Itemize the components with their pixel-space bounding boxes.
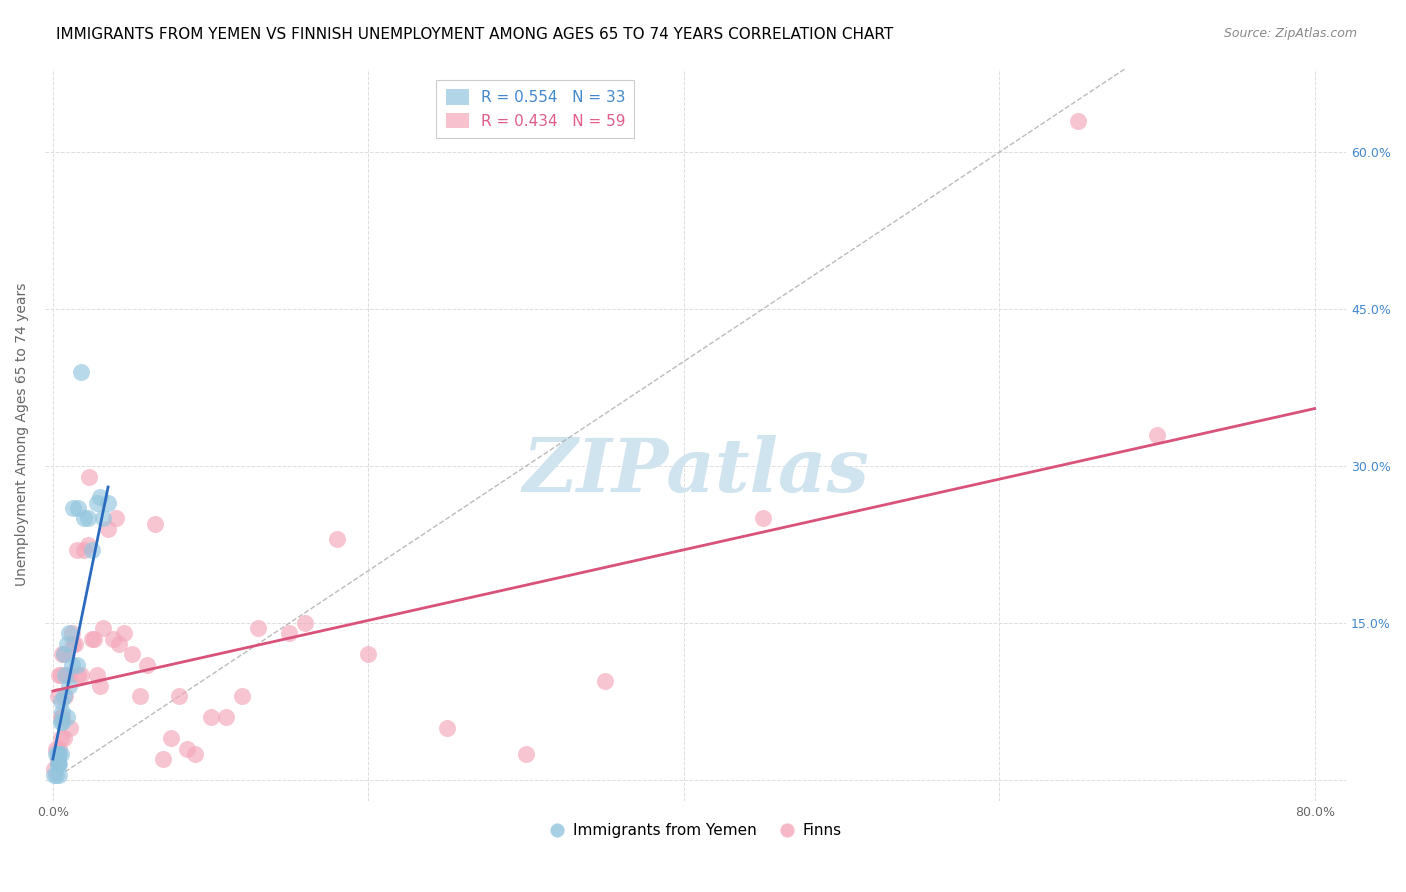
Immigrants from Yemen — [67, 500, 90, 515]
Finns — [152, 752, 174, 766]
Immigrants from Yemen — [70, 365, 93, 379]
Finns — [44, 763, 66, 777]
Finns — [200, 710, 222, 724]
Finns — [73, 542, 96, 557]
Finns — [751, 511, 773, 525]
Immigrants from Yemen — [46, 757, 69, 772]
Finns — [60, 626, 83, 640]
Finns — [56, 668, 79, 682]
Immigrants from Yemen — [48, 768, 70, 782]
Finns — [104, 511, 127, 525]
Finns — [76, 537, 98, 551]
Finns — [46, 752, 69, 766]
Finns — [101, 632, 124, 646]
Immigrants from Yemen — [46, 757, 69, 772]
Finns — [49, 710, 72, 724]
Immigrants from Yemen — [62, 500, 84, 515]
Finns — [246, 621, 269, 635]
Finns — [48, 668, 70, 682]
Finns — [515, 747, 537, 761]
Finns — [136, 657, 159, 672]
Immigrants from Yemen — [51, 705, 73, 719]
Finns — [593, 673, 616, 688]
Finns — [176, 741, 198, 756]
Immigrants from Yemen — [89, 491, 111, 505]
Immigrants from Yemen — [55, 668, 77, 682]
Finns — [231, 690, 253, 704]
Finns — [65, 542, 87, 557]
Finns — [326, 533, 349, 547]
Finns — [58, 668, 80, 682]
Y-axis label: Unemployment Among Ages 65 to 74 years: Unemployment Among Ages 65 to 74 years — [15, 283, 30, 586]
Finns — [89, 679, 111, 693]
Immigrants from Yemen — [49, 694, 72, 708]
Finns — [49, 731, 72, 745]
Finns — [51, 710, 73, 724]
Text: IMMIGRANTS FROM YEMEN VS FINNISH UNEMPLOYMENT AMONG AGES 65 TO 74 YEARS CORRELAT: IMMIGRANTS FROM YEMEN VS FINNISH UNEMPLO… — [56, 27, 893, 42]
Immigrants from Yemen — [73, 511, 96, 525]
Immigrants from Yemen — [46, 747, 69, 761]
Finns — [294, 615, 316, 630]
Immigrants from Yemen — [45, 768, 67, 782]
Finns — [108, 637, 131, 651]
Finns — [52, 648, 75, 662]
Immigrants from Yemen — [56, 710, 79, 724]
Text: Source: ZipAtlas.com: Source: ZipAtlas.com — [1223, 27, 1357, 40]
Finns — [70, 668, 93, 682]
Finns — [83, 632, 105, 646]
Finns — [278, 626, 301, 640]
Immigrants from Yemen — [58, 679, 80, 693]
Immigrants from Yemen — [49, 715, 72, 730]
Immigrants from Yemen — [48, 757, 70, 772]
Immigrants from Yemen — [58, 626, 80, 640]
Immigrants from Yemen — [48, 747, 70, 761]
Finns — [82, 632, 104, 646]
Immigrants from Yemen — [45, 747, 67, 761]
Finns — [52, 731, 75, 745]
Finns — [1146, 427, 1168, 442]
Finns — [112, 626, 135, 640]
Finns — [167, 690, 190, 704]
Immigrants from Yemen — [56, 637, 79, 651]
Immigrants from Yemen — [60, 657, 83, 672]
Immigrants from Yemen — [76, 511, 98, 525]
Finns — [46, 690, 69, 704]
Finns — [86, 668, 108, 682]
Finns — [436, 721, 458, 735]
Finns — [55, 690, 77, 704]
Finns — [145, 516, 167, 531]
Immigrants from Yemen — [52, 648, 75, 662]
Text: ZIPatlas: ZIPatlas — [522, 435, 869, 508]
Finns — [49, 668, 72, 682]
Immigrants from Yemen — [86, 496, 108, 510]
Immigrants from Yemen — [91, 511, 114, 525]
Finns — [128, 690, 150, 704]
Finns — [51, 648, 73, 662]
Immigrants from Yemen — [52, 690, 75, 704]
Finns — [48, 741, 70, 756]
Finns — [91, 621, 114, 635]
Finns — [1067, 113, 1090, 128]
Finns — [184, 747, 207, 761]
Finns — [77, 469, 100, 483]
Immigrants from Yemen — [65, 657, 87, 672]
Immigrants from Yemen — [97, 496, 120, 510]
Finns — [63, 637, 86, 651]
Finns — [357, 648, 380, 662]
Legend: Immigrants from Yemen, Finns: Immigrants from Yemen, Finns — [544, 817, 848, 845]
Finns — [45, 741, 67, 756]
Finns — [62, 637, 84, 651]
Finns — [121, 648, 143, 662]
Immigrants from Yemen — [51, 715, 73, 730]
Finns — [59, 721, 82, 735]
Immigrants from Yemen — [82, 542, 104, 557]
Finns — [67, 668, 90, 682]
Immigrants from Yemen — [49, 747, 72, 761]
Finns — [97, 522, 120, 536]
Immigrants from Yemen — [44, 768, 66, 782]
Finns — [160, 731, 183, 745]
Finns — [215, 710, 238, 724]
